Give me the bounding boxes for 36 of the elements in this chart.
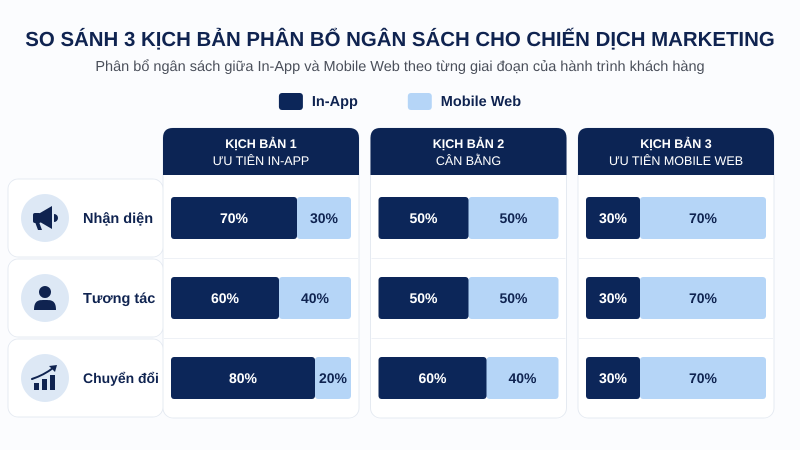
data-label: 60%: [210, 290, 240, 306]
chart-title: KỊCH BẢN 3: [640, 136, 712, 151]
legend-label: In-App: [312, 94, 358, 110]
chart-subtitle: CÂN BẰNG: [436, 153, 502, 168]
text: Phân bổ ngân sách giữa In-App và Mobile Web theo từng giai đoạn của hành trình khách hàng: [95, 59, 705, 75]
data-label: 50%: [409, 290, 438, 306]
y-tick-label: Nhận diện: [83, 211, 154, 227]
bar: [171, 277, 279, 319]
data-label: 50%: [499, 210, 528, 226]
legend-label: Mobile Web: [440, 94, 522, 110]
data-label: 70%: [688, 370, 718, 386]
bar: [279, 277, 351, 319]
data-label: 70%: [220, 210, 249, 226]
bar: [297, 197, 351, 239]
data-label: 60%: [418, 370, 448, 386]
chart-title: KỊCH BẢN 1: [225, 136, 297, 151]
data-label: 70%: [688, 210, 718, 226]
data-label: 30%: [598, 210, 628, 226]
chart-title: KỊCH BẢN 2: [432, 136, 504, 151]
bar: [171, 357, 315, 399]
y-tick-label: Tương tác: [83, 291, 156, 307]
data-label: 30%: [310, 210, 339, 226]
text: SO SÁNH 3 KỊCH BẢN PHÂN BỔ NGÂN SÁCH CHO CHIẾN DỊCH MARKETING: [25, 27, 775, 51]
bar: [171, 197, 297, 239]
data-label: 50%: [499, 290, 528, 306]
chart-subtitle: ƯU TIÊN IN-APP: [212, 154, 310, 168]
data-label: 40%: [508, 370, 538, 386]
data-label: 30%: [598, 370, 628, 386]
data-label: 30%: [598, 290, 628, 306]
data-label: 40%: [300, 290, 330, 306]
data-label: 50%: [409, 210, 438, 226]
y-tick-label: Chuyển đổi: [83, 370, 159, 386]
data-label: 70%: [688, 290, 718, 306]
chart-subtitle: ƯU TIÊN MOBILE WEB: [608, 154, 744, 168]
data-label: 80%: [228, 370, 258, 386]
data-label: 20%: [318, 370, 348, 386]
